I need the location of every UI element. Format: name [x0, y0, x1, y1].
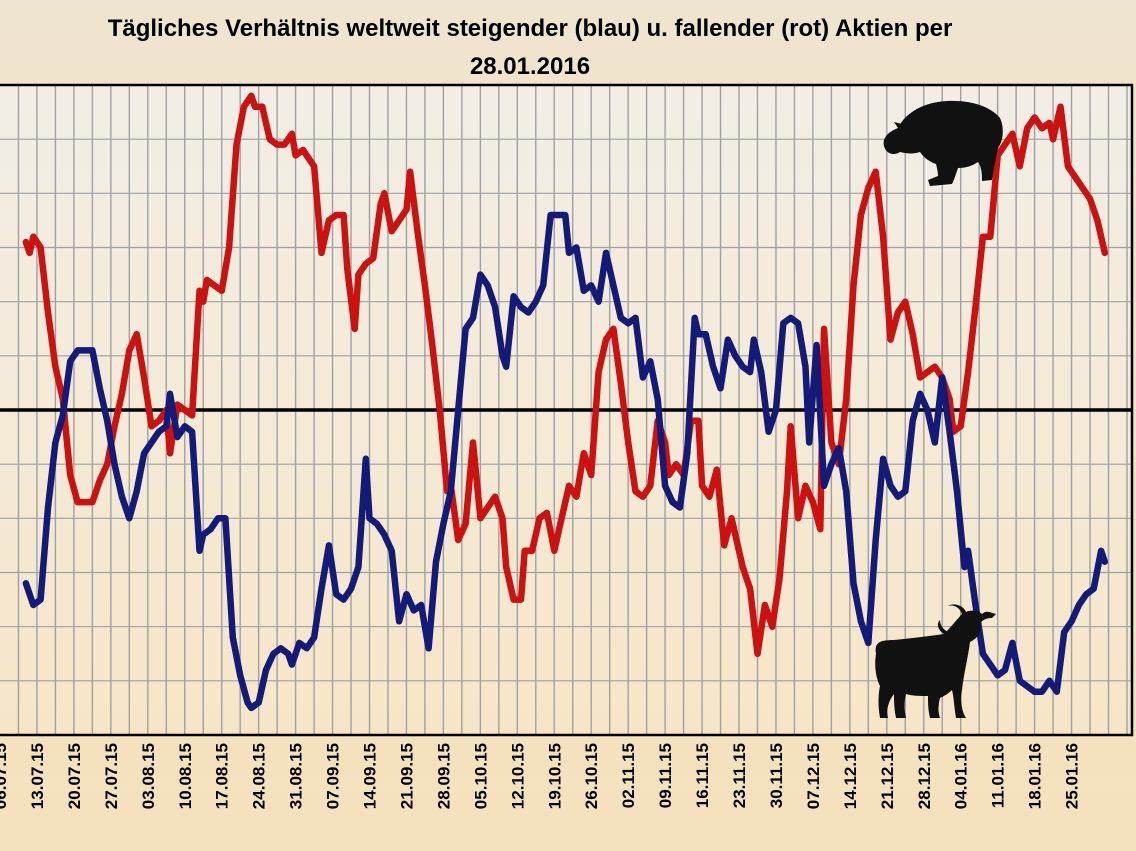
x-tick-label: 24.08.15 [250, 743, 269, 809]
chart-title-line-2: 28.01.2016 [469, 53, 591, 80]
x-tick-label: 06.07.15 [0, 743, 10, 809]
x-tick-label: 07.12.15 [804, 743, 823, 809]
rising-stocks-line [22, 211, 1109, 712]
x-tick-label: 31.08.15 [287, 743, 306, 809]
x-tick-label: 14.09.15 [361, 743, 380, 809]
x-tick-label: 16.11.15 [693, 743, 712, 808]
x-tick-label: 27.07.15 [102, 743, 121, 809]
x-tick-label: 26.10.15 [582, 743, 601, 809]
x-tick-label: 14.12.15 [841, 743, 860, 809]
series-layer [22, 92, 1109, 712]
x-tick-label: 13.07.15 [28, 743, 47, 809]
bear-icon [883, 100, 1003, 186]
x-tick-label: 17.08.15 [213, 743, 232, 809]
x-tick-label: 09.11.15 [656, 743, 675, 808]
x-tick-label: 04.01.16 [952, 743, 971, 809]
x-tick-label: 10.08.15 [176, 743, 195, 809]
x-tick-label: 12.10.15 [508, 743, 527, 809]
x-axis-tick-labels: 06.07.15 13.07.15 20.07.15 27.07.15 03.08.15… [0, 743, 1082, 809]
x-tick-label: 03.08.15 [139, 743, 158, 809]
x-tick-label: 07.09.15 [324, 743, 343, 809]
x-tick-label: 05.10.15 [471, 743, 490, 809]
x-tick-label: 25.01.16 [1063, 743, 1082, 809]
chart-title: Tägliches Verhältnis weltweit steigender… [0, 10, 1060, 86]
falling-stocks-line [22, 92, 1109, 658]
x-tick-label: 19.10.15 [545, 743, 564, 809]
plot-border [0, 83, 1134, 737]
x-tick-label: 20.07.15 [65, 743, 84, 809]
x-tick-label: 28.09.15 [434, 743, 453, 809]
plot-frame [0, 83, 1134, 737]
x-tick-label: 11.01.16 [989, 743, 1008, 808]
x-tick-label: 21.12.15 [878, 743, 897, 809]
x-tick-label: 21.09.15 [398, 743, 417, 809]
x-tick-label: 18.01.16 [1026, 743, 1045, 809]
x-tick-label: 28.12.15 [915, 743, 934, 809]
chart-title-line-1: Tägliches Verhältnis weltweit steigender… [107, 15, 953, 42]
bull-icon [875, 604, 996, 718]
x-tick-label: 02.11.15 [619, 743, 638, 808]
x-tick-label: 23.11.15 [730, 743, 749, 808]
x-tick-label: 30.11.15 [767, 743, 786, 808]
